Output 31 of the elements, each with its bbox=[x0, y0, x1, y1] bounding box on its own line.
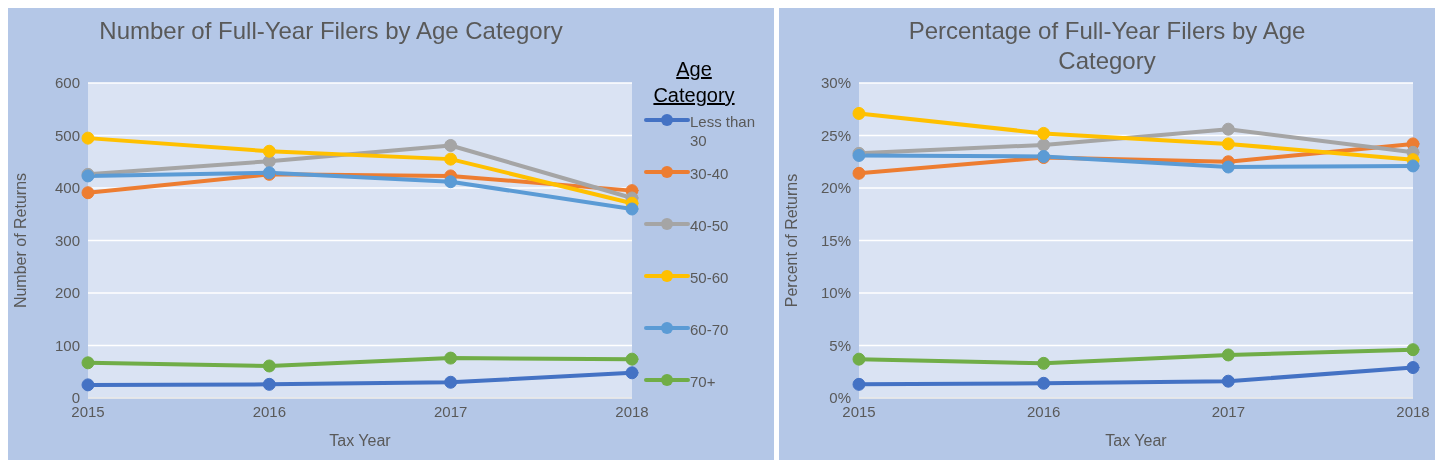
y-tick-label: 5% bbox=[829, 336, 851, 354]
y-tick-label: 200 bbox=[54, 284, 80, 302]
legend-label: 60-70 bbox=[690, 320, 730, 339]
y-tick-label: 15% bbox=[820, 231, 851, 249]
y-tick-label: 20% bbox=[820, 179, 851, 197]
y-axis-title: Percent of Returns bbox=[782, 173, 800, 308]
y-axis-title: Number of Returns bbox=[11, 172, 29, 309]
y-tick-label: 25% bbox=[820, 126, 851, 144]
legend-title: Age Category bbox=[652, 57, 736, 108]
x-tick-label: 2017 bbox=[433, 402, 468, 420]
y-tick-label: 100 bbox=[54, 336, 80, 354]
x-axis-title: Tax Year bbox=[329, 432, 392, 449]
x-tick-label: 2018 bbox=[1396, 402, 1430, 420]
chart-title: Percentage of Full-Year Filers by Age Category bbox=[907, 16, 1307, 76]
y-tick-label: 600 bbox=[54, 74, 80, 92]
legend-label: Less than 30 bbox=[690, 112, 757, 150]
x-tick-label: 2018 bbox=[615, 402, 649, 420]
y-tick-label: 400 bbox=[54, 179, 80, 197]
legend-label: 70+ bbox=[690, 372, 717, 391]
legend-label: 30-40 bbox=[690, 164, 730, 183]
y-tick-label: 30% bbox=[820, 74, 851, 92]
x-tick-label: 2016 bbox=[1026, 402, 1061, 420]
legend-label: 40-50 bbox=[690, 216, 730, 235]
x-axis-title: Tax Year bbox=[1105, 432, 1168, 449]
y-tick-label: 10% bbox=[820, 284, 851, 302]
chart-title: Number of Full-Year Filers by Age Category bbox=[98, 16, 564, 46]
legend-label: 50-60 bbox=[690, 268, 730, 287]
x-tick-label: 2016 bbox=[252, 402, 287, 420]
y-tick-label: 300 bbox=[54, 231, 80, 249]
y-tick-label: 500 bbox=[54, 126, 80, 144]
x-tick-label: 2017 bbox=[1211, 402, 1246, 420]
